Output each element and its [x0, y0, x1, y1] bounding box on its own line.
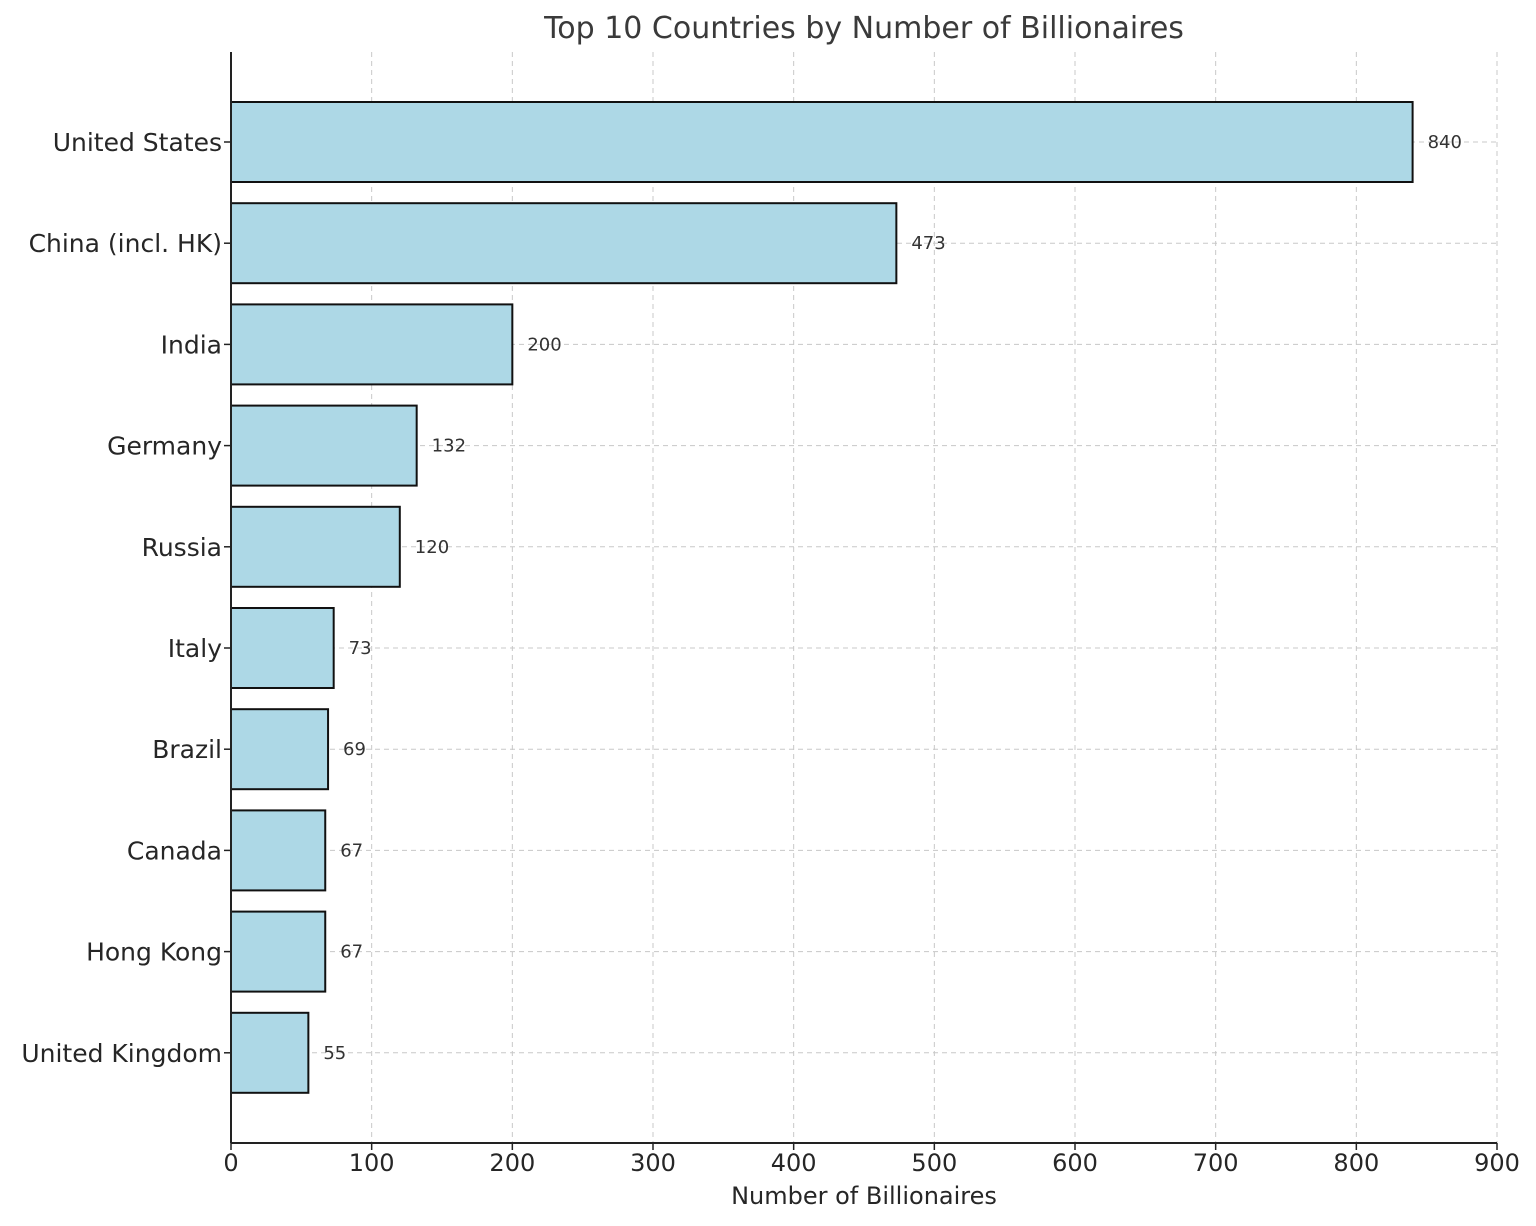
x-tick-label: 600	[1052, 1149, 1098, 1177]
data-labels: 840 473 200 132 120 73 69 67 67 55	[323, 132, 1462, 1064]
x-tick-label: 300	[630, 1149, 676, 1177]
category-label: Russia	[142, 533, 222, 562]
chart-title: Top 10 Countries by Number of Billionair…	[543, 11, 1184, 46]
category-label: Canada	[127, 836, 222, 865]
data-label: 69	[343, 739, 366, 760]
category-label: Hong Kong	[86, 938, 222, 967]
x-tick-label: 500	[911, 1149, 957, 1177]
axes	[230, 52, 1497, 1144]
category-label: India	[161, 330, 222, 359]
x-axis-title: Number of Billionaires	[731, 1182, 997, 1210]
data-label: 200	[527, 334, 561, 355]
x-axis-ticks: 0 100 200 300 400 500 600 700 800 900	[223, 1143, 1520, 1177]
x-tick-label: 100	[349, 1149, 395, 1177]
x-tick-label: 900	[1474, 1149, 1520, 1177]
bars	[230, 101, 1414, 1094]
x-tick-label: 700	[1193, 1149, 1239, 1177]
data-label: 473	[911, 233, 945, 254]
bar	[230, 303, 514, 386]
x-tick-label: 800	[1333, 1149, 1379, 1177]
data-label: 55	[323, 1043, 346, 1064]
grid	[231, 52, 1498, 1143]
category-label: Germany	[107, 432, 222, 461]
x-tick-label: 0	[223, 1149, 238, 1177]
bar	[230, 708, 330, 791]
bar	[230, 1011, 310, 1094]
bar	[230, 910, 327, 993]
bar	[230, 202, 898, 285]
bar	[230, 809, 327, 892]
category-label: United States	[53, 128, 222, 157]
data-label: 120	[415, 537, 449, 558]
data-label: 73	[349, 638, 372, 659]
data-label: 67	[340, 942, 363, 963]
x-tick-label: 400	[771, 1149, 817, 1177]
bar	[230, 607, 335, 689]
bar	[230, 404, 418, 487]
y-axis-categories: United States China (incl. HK) India German…	[21, 128, 231, 1068]
category-label: United Kingdom	[21, 1039, 222, 1068]
data-label: 67	[340, 840, 363, 861]
bar	[230, 505, 401, 588]
bar	[230, 101, 1414, 183]
data-label: 132	[432, 436, 466, 457]
data-label: 840	[1428, 132, 1462, 153]
x-tick-label: 200	[489, 1149, 535, 1177]
category-label: China (incl. HK)	[29, 229, 222, 258]
category-label: Brazil	[152, 735, 222, 764]
category-label: Italy	[168, 634, 222, 663]
